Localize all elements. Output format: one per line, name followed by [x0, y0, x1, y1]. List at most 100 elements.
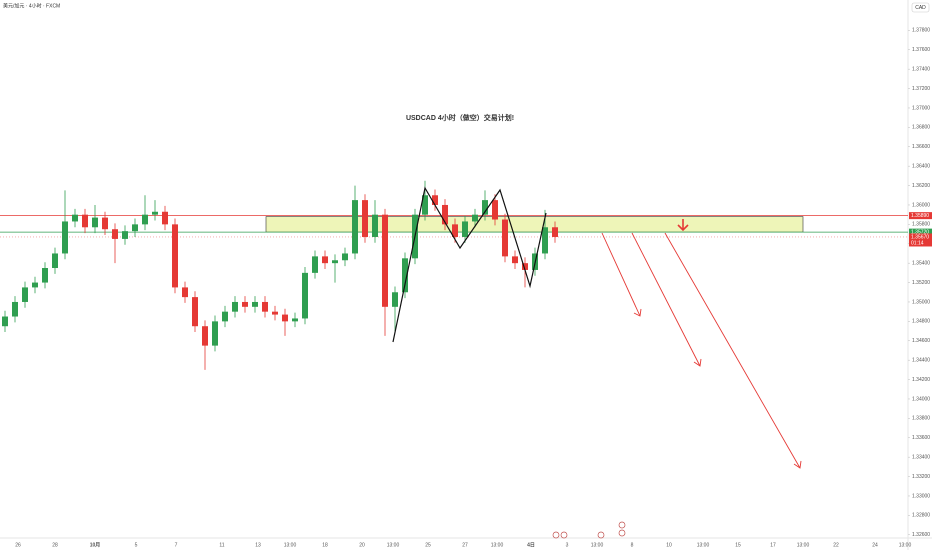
symbol-info: 美元/加元 · 4小时 · FXCM: [3, 2, 60, 9]
candle-body: [42, 268, 48, 283]
y-tick-label: 1.33200: [912, 474, 930, 480]
candle-body: [552, 227, 558, 237]
candle-body: [422, 195, 428, 215]
y-tick-label: 1.32800: [912, 513, 930, 519]
candle-body: [62, 221, 68, 254]
x-tick-label: 10: [666, 542, 672, 548]
price-level-tag: [909, 228, 932, 236]
y-tick-label: 1.35200: [912, 280, 930, 286]
candle-body: [402, 258, 408, 293]
x-tick-label: 3: [566, 542, 569, 548]
x-tick-label: 28: [52, 542, 58, 548]
x-tick-label: 20: [359, 542, 365, 548]
x-tick-label: 25: [425, 542, 431, 548]
candle-body: [362, 200, 368, 237]
y-tick-label: 1.35000: [912, 299, 930, 305]
last-price-tag: [909, 233, 932, 247]
candle-body: [212, 321, 218, 346]
price-level-label: 1.35890: [911, 213, 929, 219]
y-tick-label: 1.32600: [912, 532, 930, 538]
candle-body: [92, 217, 98, 228]
candle-body: [372, 214, 378, 237]
countdown-label: 01:14: [911, 240, 924, 246]
y-tick-label: 1.36400: [912, 163, 930, 169]
candle-body: [162, 211, 168, 225]
x-tick-label: 13:00: [899, 542, 912, 548]
y-tick-label: 1.36600: [912, 144, 930, 150]
x-tick-label: 13:00: [797, 542, 810, 548]
y-tick-label: 1.33000: [912, 493, 930, 499]
y-tick-label: 1.33800: [912, 416, 930, 422]
candle-body: [522, 263, 528, 270]
candle-body: [452, 224, 458, 237]
chart-title: USDCAD 4小时（做空）交易计划!: [406, 113, 514, 122]
candle-body: [482, 200, 488, 215]
candle-body: [12, 301, 18, 317]
last-price-label: 1.35670: [911, 234, 929, 240]
currency-button[interactable]: [911, 2, 930, 13]
x-tick-label: 13:00: [491, 542, 504, 548]
candle-body: [312, 256, 318, 273]
candle-body: [302, 272, 308, 319]
candle-body: [2, 316, 8, 327]
candle-body: [432, 195, 438, 205]
x-tick-label: 8: [631, 542, 634, 548]
candle-body: [232, 301, 238, 312]
x-tick-label: 15: [735, 542, 741, 548]
candle-body: [512, 256, 518, 264]
candle-body: [442, 204, 448, 225]
price-level-label: 1.35720: [911, 229, 929, 235]
y-tick-label: 1.36200: [912, 183, 930, 189]
candle-body: [392, 292, 398, 307]
y-tick-label: 1.37200: [912, 86, 930, 92]
x-tick-label: 13:00: [284, 542, 297, 548]
event-icons: [552, 521, 626, 539]
candle-body: [32, 282, 38, 288]
x-tick-label: 17: [770, 542, 776, 548]
candle-body: [492, 200, 498, 220]
y-tick-label: 1.33600: [912, 435, 930, 441]
candle-layer: [2, 180, 558, 370]
candle-body: [112, 229, 118, 239]
y-tick-label: 1.34400: [912, 357, 930, 363]
y-tick-label: 1.37400: [912, 66, 930, 72]
candle-body: [272, 311, 278, 315]
candle-body: [22, 287, 28, 302]
candle-body: [102, 217, 108, 230]
y-tick-label: 1.35800: [912, 222, 930, 228]
candle-body: [262, 301, 268, 312]
candle-body: [242, 301, 248, 307]
supply-zone: [265, 216, 804, 233]
candle-body: [82, 214, 88, 228]
x-tick-label: 5: [135, 542, 138, 548]
x-tick-label: 7: [175, 542, 178, 548]
x-tick-label: 11: [219, 542, 224, 548]
y-tick-label: 1.36000: [912, 202, 930, 208]
y-tick-label: 1.36800: [912, 125, 930, 131]
candle-body: [332, 260, 338, 264]
x-tick-label: 13:00: [387, 542, 400, 548]
candle-body: [342, 253, 348, 261]
price-level-tag: [909, 212, 932, 220]
candle-body: [152, 211, 158, 215]
y-tick-label: 1.34600: [912, 338, 930, 344]
candle-body: [72, 214, 78, 222]
currency-button-label[interactable]: CAD: [915, 5, 926, 11]
candle-body: [132, 224, 138, 232]
candle-body: [462, 221, 468, 237]
pattern-drawing: [392, 186, 547, 343]
zone-layer: [0, 215, 908, 238]
candle-body: [382, 214, 388, 307]
candle-body: [252, 301, 258, 307]
y-tick-label: 1.35400: [912, 260, 930, 266]
candle-body: [192, 297, 198, 327]
y-tick-label: 1.37800: [912, 28, 930, 34]
candle-body: [222, 311, 228, 322]
candle-body: [202, 326, 208, 346]
x-tick-label: 27: [462, 542, 468, 548]
x-tick-label: 18: [322, 542, 328, 548]
x-tick-label: 24: [872, 542, 878, 548]
